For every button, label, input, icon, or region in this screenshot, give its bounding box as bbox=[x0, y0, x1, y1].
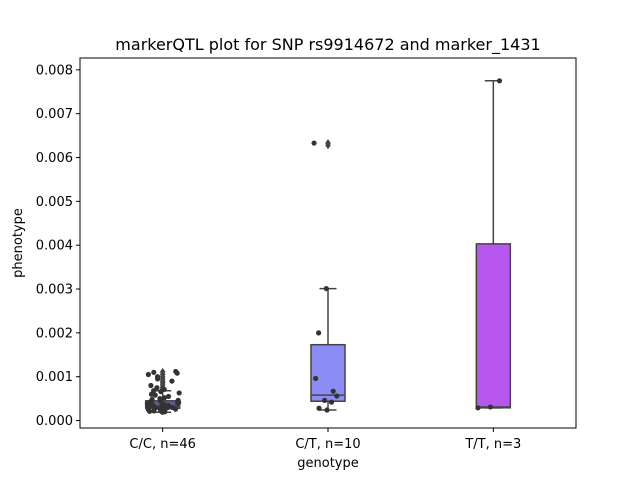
data-point bbox=[487, 404, 493, 410]
chart-title: markerQTL plot for SNP rs9914672 and mar… bbox=[115, 35, 540, 55]
x-tick-label: T/T, n=3 bbox=[464, 437, 521, 452]
data-point bbox=[145, 371, 151, 378]
data-point bbox=[161, 395, 167, 401]
y-tick-label: 0.004 bbox=[36, 239, 73, 254]
x-axis: C/C, n=46 C/T, n=10 T/T, n=3 bbox=[129, 428, 521, 452]
y-axis: 0.000 0.001 0.002 0.003 0.004 0.005 0.006 0.007… bbox=[36, 63, 80, 429]
y-tick-label: 0.005 bbox=[36, 195, 73, 210]
data-point bbox=[330, 388, 336, 394]
box-group bbox=[475, 80, 512, 409]
outlier-marker bbox=[159, 367, 166, 376]
data-point bbox=[316, 405, 322, 411]
data-point bbox=[157, 396, 163, 402]
data-point bbox=[324, 407, 330, 413]
data-point bbox=[313, 375, 319, 382]
data-point bbox=[173, 368, 179, 375]
x-axis-label: genotype bbox=[297, 456, 358, 471]
data-point bbox=[149, 396, 155, 403]
data-point bbox=[169, 378, 175, 384]
box-group bbox=[310, 139, 346, 411]
data-point bbox=[165, 393, 172, 400]
y-tick-label: 0.008 bbox=[36, 63, 73, 78]
data-point bbox=[323, 285, 329, 292]
data-point bbox=[151, 369, 157, 375]
x-tick-label: C/C, n=46 bbox=[129, 437, 195, 452]
x-tick-label: C/T, n=10 bbox=[295, 437, 360, 452]
data-point bbox=[154, 374, 161, 380]
data-point bbox=[150, 388, 157, 394]
data-point bbox=[311, 140, 317, 146]
data-point bbox=[176, 390, 182, 396]
data-point bbox=[328, 399, 335, 405]
box-iqr bbox=[475, 243, 512, 409]
data-point bbox=[322, 397, 328, 403]
y-tick-label: 0.006 bbox=[36, 151, 73, 166]
data-point bbox=[334, 393, 340, 399]
y-tick-label: 0.001 bbox=[36, 370, 73, 385]
data-point bbox=[148, 382, 154, 389]
data-point bbox=[475, 405, 481, 411]
data-point bbox=[316, 330, 322, 336]
box-iqr bbox=[310, 343, 346, 403]
data-point bbox=[496, 78, 503, 84]
y-tick-label: 0.000 bbox=[36, 414, 73, 429]
data-point bbox=[161, 386, 167, 393]
data-point bbox=[154, 385, 160, 391]
y-tick-label: 0.007 bbox=[36, 107, 73, 122]
y-tick-label: 0.003 bbox=[36, 283, 73, 298]
y-tick-label: 0.002 bbox=[36, 326, 73, 341]
points-layer bbox=[144, 78, 503, 415]
y-axis-label: phenotype bbox=[11, 208, 26, 278]
data-point bbox=[175, 397, 181, 403]
outlier-marker bbox=[325, 141, 331, 150]
